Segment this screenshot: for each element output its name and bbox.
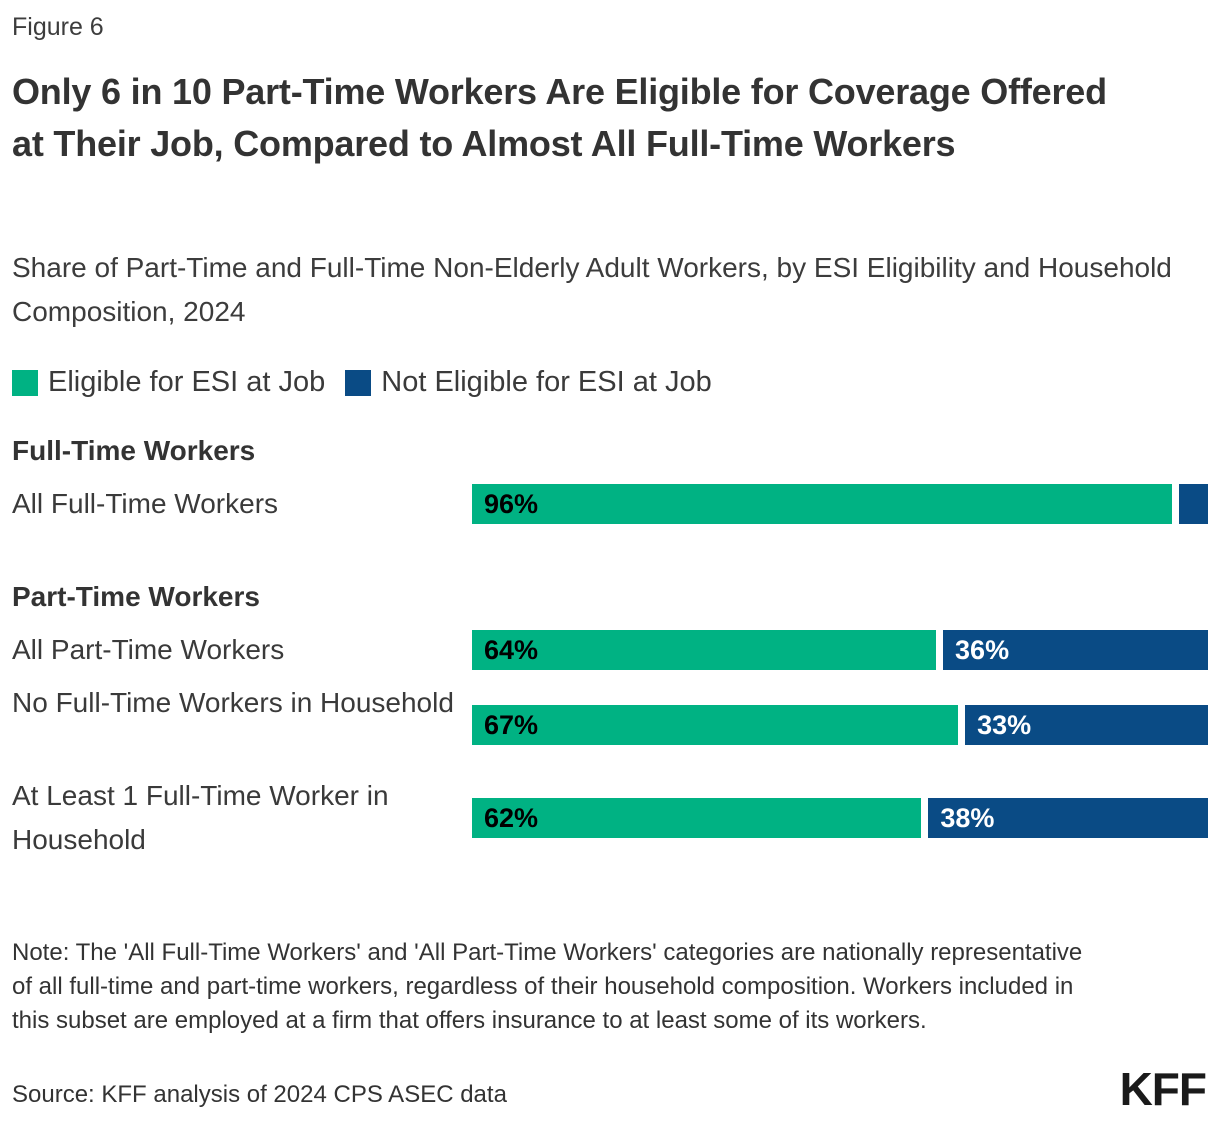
bar-segment-not-eligible: 33% (965, 705, 1208, 745)
row-label-at-least-1-full-time-in-household: At Least 1 Full-Time Worker in Household (12, 780, 389, 855)
bar-value-label-eligible: 64% (484, 634, 539, 665)
legend-swatch-eligible-icon (12, 369, 38, 396)
bar-row-all-full-time: 96% (472, 484, 1208, 524)
legend: Eligible for ESI at Job Not Eligible for… (12, 366, 712, 399)
bar-value-label-not-eligible: 33% (977, 709, 1032, 740)
bar-segment-eligible: 62% (472, 798, 922, 838)
bar-value-label-eligible: 96% (484, 488, 539, 519)
bar-segment-not-eligible: 36% (943, 630, 1208, 670)
bar-segment-not-eligible (1178, 484, 1208, 524)
group-header-full-time: Full-Time Workers (12, 435, 256, 466)
bar-row-at-least-1-full-time-in-household: 62% 38% (472, 798, 1208, 838)
bar-segment-eligible: 64% (472, 630, 937, 670)
legend-item-not-eligible: Not Eligible for ESI at Job (345, 366, 712, 399)
bar-segment-not-eligible: 38% (928, 798, 1208, 838)
row-label-all-full-time: All Full-Time Workers (12, 488, 279, 519)
legend-item-eligible: Eligible for ESI at Job (12, 366, 325, 399)
bar-segment-eligible: 96% (472, 484, 1172, 524)
group-header-part-time: Part-Time Workers (12, 581, 260, 612)
bar-row-all-part-time: 64% 36% (472, 630, 1208, 670)
bar-value-label-eligible: 67% (484, 709, 539, 740)
bar-value-label-not-eligible: 38% (940, 802, 995, 833)
row-label-no-full-time-in-household: No Full-Time Workers in Household (12, 687, 454, 718)
legend-swatch-not-eligible-icon (345, 369, 372, 396)
bar-row-no-full-time-in-household: 67% 33% (472, 705, 1208, 745)
figure-label: Figure 6 (12, 13, 104, 41)
legend-label-eligible: Eligible for ESI at Job (48, 366, 326, 398)
source-text: Source: KFF analysis of 2024 CPS ASEC da… (12, 1081, 507, 1108)
bar-segment-eligible: 67% (472, 705, 959, 745)
chart-subtitle: Share of Part-Time and Full-Time Non-Eld… (12, 252, 1172, 327)
legend-label-not-eligible: Not Eligible for ESI at Job (381, 366, 712, 398)
kff-logo: KFF (1119, 1063, 1207, 1115)
row-label-all-part-time: All Part-Time Workers (12, 634, 285, 665)
note-text: Note: The 'All Full-Time Workers' and 'A… (12, 939, 1083, 1034)
bar-chart: Full-Time Workers All Full-Time Workers … (12, 430, 1208, 870)
bar-value-label-not-eligible: 36% (955, 634, 1010, 665)
bar-value-label-eligible: 62% (484, 802, 539, 833)
chart-title: Only 6 in 10 Part-Time Workers Are Eligi… (12, 71, 1107, 164)
